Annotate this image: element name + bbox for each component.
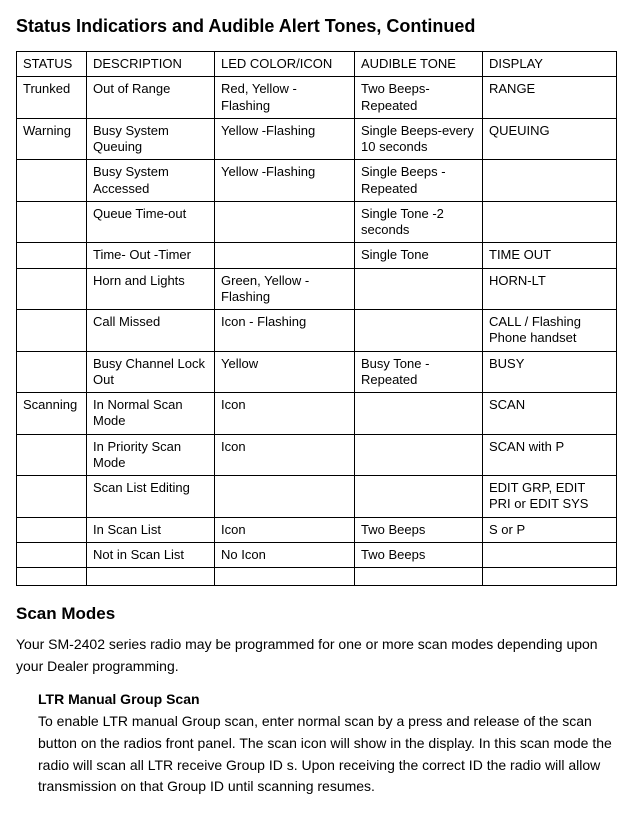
cell	[17, 476, 87, 518]
cell: Two Beeps-Repeated	[355, 77, 483, 119]
cell	[17, 517, 87, 542]
cell: SCAN	[483, 393, 617, 435]
table-row: Call MissedIcon - Flashing CALL / Flashin…	[17, 310, 617, 352]
table-row-blank	[17, 568, 617, 586]
table-row: Busy Channel Lock OutYellowBusy Tone - R…	[17, 351, 617, 393]
cell	[215, 243, 355, 268]
col-header-led: LED COLOR/ICON	[215, 52, 355, 77]
cell: In Priority Scan Mode	[87, 434, 215, 476]
table-row: WarningBusy System QueuingYellow -Flashi…	[17, 118, 617, 160]
cell: HORN-LT	[483, 268, 617, 310]
cell: Not in Scan List	[87, 542, 215, 567]
cell: Warning	[17, 118, 87, 160]
cell	[215, 476, 355, 518]
cell	[355, 268, 483, 310]
cell: In Scan List	[87, 517, 215, 542]
scan-modes-heading: Scan Modes	[16, 604, 617, 624]
cell: Horn and Lights	[87, 268, 215, 310]
table-row: In Priority Scan ModeIcon SCAN with P	[17, 434, 617, 476]
cell: S or P	[483, 517, 617, 542]
cell: Single Beeps -Repeated	[355, 160, 483, 202]
cell: Red, Yellow - Flashing	[215, 77, 355, 119]
cell: Scan List Editing	[87, 476, 215, 518]
cell	[355, 434, 483, 476]
cell: Busy Channel Lock Out	[87, 351, 215, 393]
cell	[17, 268, 87, 310]
cell: Icon - Flashing	[215, 310, 355, 352]
col-header-desc: DESCRIPTION	[87, 52, 215, 77]
col-header-display: DISPLAY	[483, 52, 617, 77]
table-row: Busy System AccessedYellow -FlashingSing…	[17, 160, 617, 202]
cell	[483, 542, 617, 567]
cell	[355, 393, 483, 435]
cell: Icon	[215, 517, 355, 542]
col-header-status: STATUS	[17, 52, 87, 77]
cell: Trunked	[17, 77, 87, 119]
table-row: In Scan ListIconTwo BeepsS or P	[17, 517, 617, 542]
cell	[355, 310, 483, 352]
ltr-heading: LTR Manual Group Scan	[38, 691, 617, 707]
cell	[483, 201, 617, 243]
cell	[355, 476, 483, 518]
cell: Yellow	[215, 351, 355, 393]
cell: Green, Yellow - Flashing	[215, 268, 355, 310]
cell: In Normal Scan Mode	[87, 393, 215, 435]
cell: CALL / Flashing Phone handset	[483, 310, 617, 352]
cell: Busy Tone - Repeated	[355, 351, 483, 393]
table-row: Time- Out -Timer Single ToneTIME OUT	[17, 243, 617, 268]
cell: Busy System Queuing	[87, 118, 215, 160]
cell: Single Tone	[355, 243, 483, 268]
cell: RANGE	[483, 77, 617, 119]
cell	[17, 201, 87, 243]
cell: Yellow -Flashing	[215, 160, 355, 202]
cell	[17, 434, 87, 476]
table-row: Queue Time-out Single Tone -2 seconds	[17, 201, 617, 243]
table-header-row: STATUS DESCRIPTION LED COLOR/ICON AUDIBL…	[17, 52, 617, 77]
cell: Two Beeps	[355, 517, 483, 542]
cell: SCAN with P	[483, 434, 617, 476]
cell	[17, 542, 87, 567]
cell: No Icon	[215, 542, 355, 567]
cell: Busy System Accessed	[87, 160, 215, 202]
cell: QUEUING	[483, 118, 617, 160]
cell: TIME OUT	[483, 243, 617, 268]
cell: Single Beeps-every 10 seconds	[355, 118, 483, 160]
table-row: TrunkedOut of RangeRed, Yellow - Flashin…	[17, 77, 617, 119]
cell	[483, 160, 617, 202]
cell	[17, 160, 87, 202]
cell	[215, 201, 355, 243]
cell: Two Beeps	[355, 542, 483, 567]
cell: BUSY	[483, 351, 617, 393]
cell: Single Tone -2 seconds	[355, 201, 483, 243]
cell: Queue Time-out	[87, 201, 215, 243]
cell: Time- Out -Timer	[87, 243, 215, 268]
cell	[17, 351, 87, 393]
cell: EDIT GRP, EDIT PRI or EDIT SYS	[483, 476, 617, 518]
cell: Call Missed	[87, 310, 215, 352]
status-table: STATUS DESCRIPTION LED COLOR/ICON AUDIBL…	[16, 51, 617, 586]
page-title: Status Indicatiors and Audible Alert Ton…	[16, 16, 617, 37]
cell: Icon	[215, 434, 355, 476]
table-row: ScanningIn Normal Scan ModeIcon SCAN	[17, 393, 617, 435]
cell: Out of Range	[87, 77, 215, 119]
cell	[17, 310, 87, 352]
table-row: Scan List Editing EDIT GRP, EDIT PRI or E…	[17, 476, 617, 518]
col-header-tone: AUDIBLE TONE	[355, 52, 483, 77]
cell: Icon	[215, 393, 355, 435]
cell: Yellow -Flashing	[215, 118, 355, 160]
cell	[17, 243, 87, 268]
table-row: Not in Scan ListNo IconTwo Beeps	[17, 542, 617, 567]
cell: Scanning	[17, 393, 87, 435]
ltr-body: To enable LTR manual Group scan, enter n…	[38, 711, 617, 798]
table-row: Horn and LightsGreen, Yellow - Flashing H…	[17, 268, 617, 310]
scan-modes-intro: Your SM-2402 series radio may be program…	[16, 634, 617, 677]
